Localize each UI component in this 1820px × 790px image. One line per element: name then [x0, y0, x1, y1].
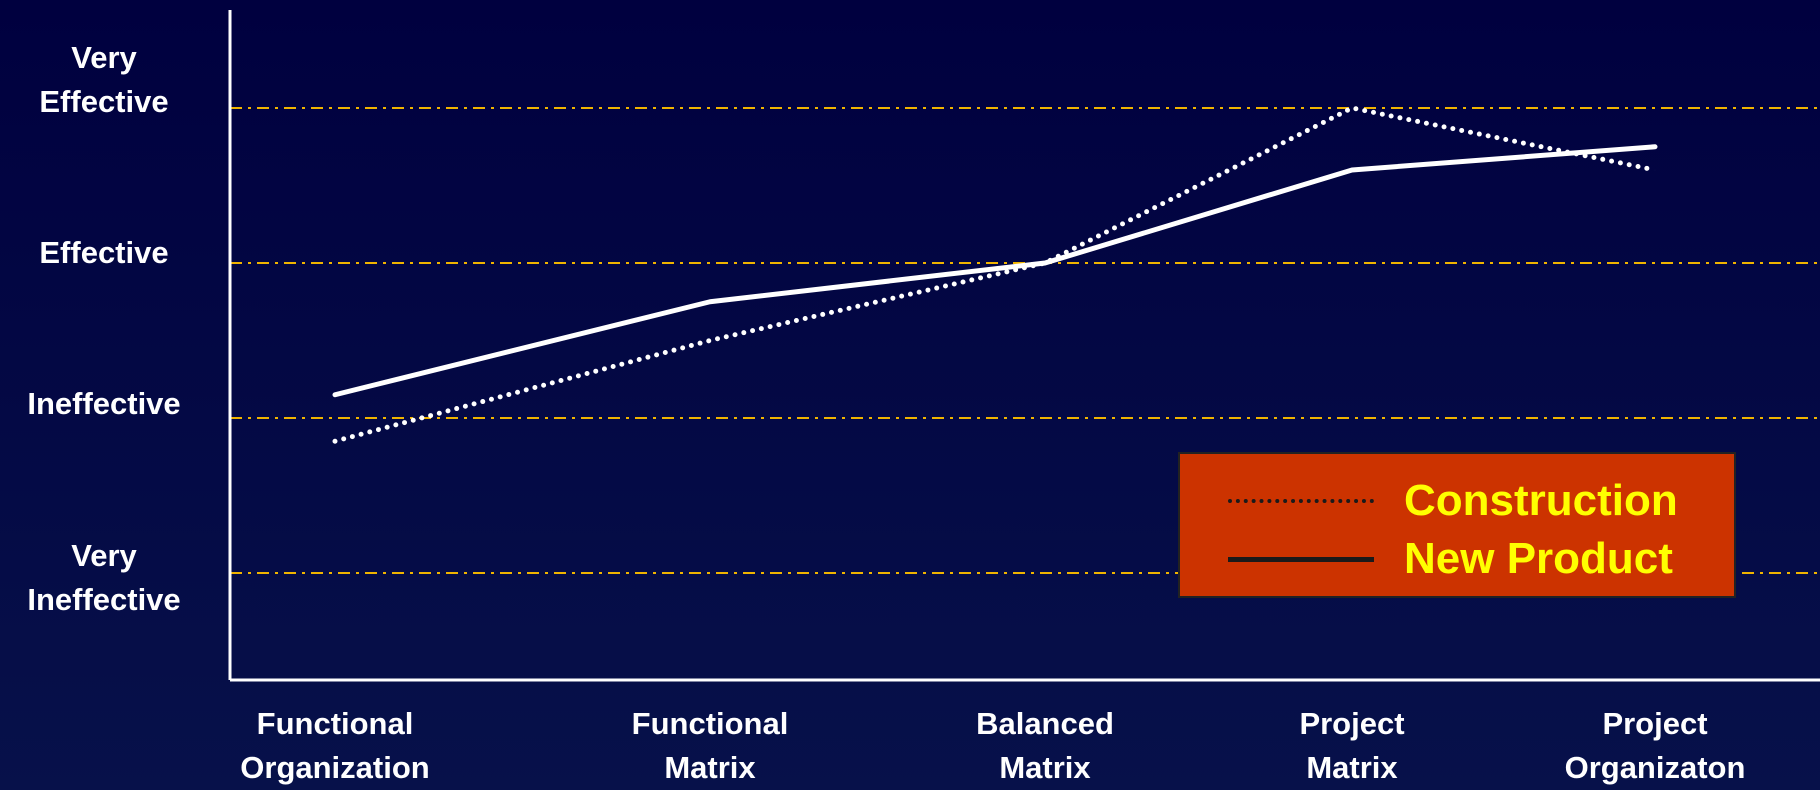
legend-label: Construction — [1404, 476, 1678, 525]
series-line-construction — [332, 105, 1658, 444]
y-tick-label: Ineffective — [27, 386, 181, 421]
series-line-new-product — [332, 144, 1658, 398]
x-tick-label: Project Matrix — [1299, 706, 1405, 785]
x-tick-label: Project Organizaton — [1564, 706, 1746, 785]
chart-legend: Construction New Product — [1178, 452, 1736, 598]
x-tick-label: Functional Organization — [240, 706, 430, 785]
legend-swatch-solid — [1228, 556, 1374, 562]
legend-item-new-product: New Product — [1228, 530, 1673, 588]
y-tick-label: Effective — [39, 235, 169, 270]
x-tick-label: Functional Matrix — [631, 706, 789, 785]
y-tick-label: Very Ineffective — [27, 538, 181, 617]
x-tick-label: Balanced Matrix — [976, 706, 1114, 785]
legend-item-construction: Construction — [1228, 472, 1678, 530]
y-tick-label: Very Effective — [39, 40, 169, 119]
legend-label: New Product — [1404, 534, 1673, 583]
axes — [228, 10, 1820, 682]
legend-swatch-dotted — [1228, 499, 1374, 503]
series-lines — [332, 105, 1658, 444]
